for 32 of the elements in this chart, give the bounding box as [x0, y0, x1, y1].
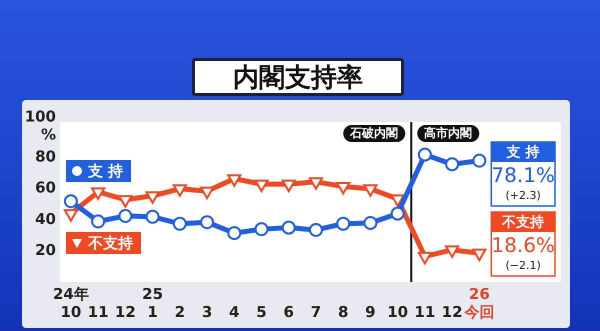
x-tick-label: 10	[387, 302, 408, 321]
annotation: (+2.3)	[506, 188, 541, 202]
x-tick-label: 6	[284, 302, 294, 321]
x-tick-label: 7	[310, 302, 322, 321]
x-tick-label: 11	[88, 302, 109, 321]
data-label: 18.6%	[491, 233, 555, 258]
series-label: 支 持	[506, 144, 540, 161]
x-tick-label: 9	[365, 302, 376, 321]
x-tick-label: 4	[229, 302, 240, 321]
text: 不支持	[502, 214, 544, 231]
x-tick-label: 2	[174, 302, 186, 321]
x-tick-label: 8	[338, 302, 348, 321]
x-tick-label: 26 今回	[463, 284, 494, 321]
x-tick-label: 25 1	[142, 284, 164, 321]
x-tick-label: 12	[442, 302, 463, 321]
data-label: 78.1%	[491, 163, 555, 188]
y-tick-label: 20	[35, 240, 56, 259]
y-tick-label: 40	[35, 210, 56, 228]
text: 支 持	[88, 162, 124, 180]
x-tick-label: 5	[256, 302, 267, 321]
x-tick-label: 11	[414, 302, 436, 321]
x-tick-label: 3	[202, 302, 212, 321]
annotation: 高市内閣	[424, 126, 472, 140]
x-tick-label: 12	[114, 302, 136, 321]
series-label: 不支持	[88, 234, 133, 252]
y-tick-label: 80	[35, 148, 56, 166]
x-tick-label: 24年 10	[52, 284, 89, 321]
y-tick-label: 100 %	[24, 108, 56, 144]
chart-title: 内閣支持率	[192, 58, 404, 96]
annotation: (−2.1)	[506, 258, 541, 272]
annotation: 石破内閣	[349, 126, 398, 140]
y-tick-label: 60	[35, 178, 56, 197]
